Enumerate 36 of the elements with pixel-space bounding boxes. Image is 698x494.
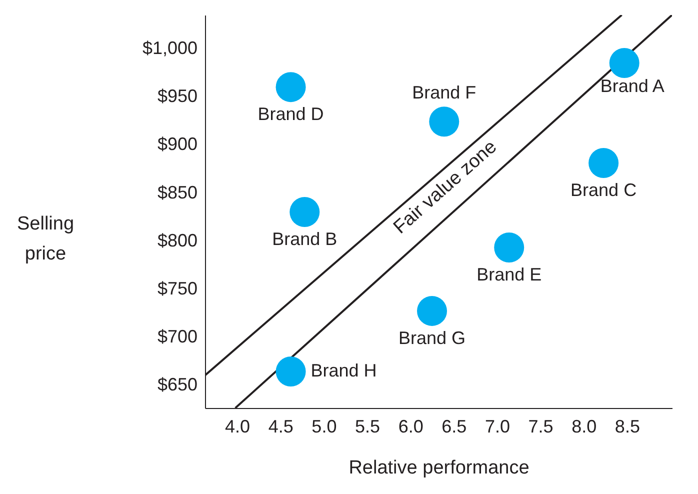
x-tick-label: 4.5 [268,416,294,436]
series-label: Brand H [310,360,377,380]
y-tick-label: $650 [157,374,198,394]
point [429,106,460,137]
series-label: Brand D [258,104,324,124]
x-tick-label: 7.0 [484,416,510,436]
y-tick-label: $850 [157,182,198,202]
x-tick-label: 7.5 [528,416,554,436]
point [588,148,619,178]
x-tick-label: 4.0 [225,416,250,436]
y-tick-label: $900 [157,134,198,154]
x-tick-label: 6.5 [442,416,467,436]
series-label: Brand C [570,180,637,200]
series-label: Brand E [476,264,542,285]
x-axis-title: Relative performance [348,458,530,478]
series-label: Brand F [412,82,476,103]
point [417,296,447,326]
point [276,356,306,386]
point [609,48,640,78]
y-tick-label: $750 [157,278,198,298]
point [494,232,524,263]
y-axis-title: Selling price [16,214,74,264]
y-tick-label: $1,000 [142,38,198,58]
point [276,72,306,102]
series-label: Brand G [398,328,466,348]
point [290,197,320,227]
x-tick-label: 5.0 [312,416,337,436]
x-tick-label: 8.5 [614,416,640,436]
y-tick-label: $700 [157,326,198,346]
series-label: Brand A [600,76,664,96]
series-label: Brand B [272,228,338,249]
x-tick-label: 6.0 [398,416,424,436]
y-tick-label: $800 [157,230,198,250]
x-tick-label: 8.0 [572,416,597,436]
y-tick-label: $950 [157,86,198,106]
x-tick-label: 5.5 [355,416,380,436]
